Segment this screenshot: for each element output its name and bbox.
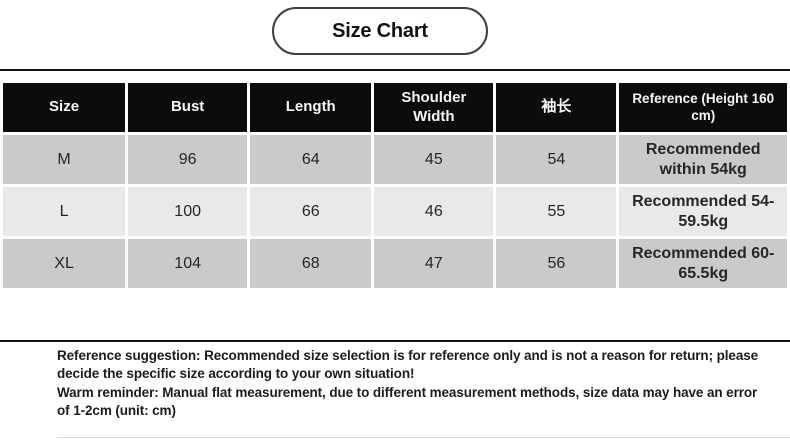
cell-sleeve-length: 55 [496,187,617,236]
note-reference-suggestion: Reference suggestion: Recommended size s… [57,348,759,381]
cell-shoulder-width: 46 [374,187,494,236]
note-warm-reminder: Warm reminder: Manual flat measurement, … [57,385,758,418]
page-title: Size Chart [332,19,428,42]
title-divider [0,69,790,71]
cell-size: L [3,187,126,236]
cell-bust: 104 [128,239,248,288]
cell-length: 64 [250,135,372,184]
header-cell-size: Size [3,83,126,132]
cell-length: 66 [250,187,372,236]
cell-size: XL [3,239,126,288]
table-row-m: M 96 64 45 54 Recommended within 54kg [3,135,787,184]
cell-shoulder-width: 45 [374,135,494,184]
table-row-l: L 100 66 46 55 Recommended 54-59.5kg [3,187,787,236]
header-cell-bust: Bust [128,83,248,132]
next-section-divider [57,437,790,438]
table-header-row: Size Bust Length Shoulder Width 袖长 Refer… [3,83,787,132]
header-cell-reference: Reference (Height 160 cm) [619,83,787,132]
cell-shoulder-width: 47 [374,239,494,288]
cell-bust: 100 [128,187,248,236]
cell-sleeve-length: 54 [496,135,617,184]
notes-block: Reference suggestion: Recommended size s… [57,347,763,421]
header-cell-length: Length [250,83,372,132]
cell-reference: Recommended 54-59.5kg [619,187,787,236]
cell-length: 68 [250,239,372,288]
header-cell-shoulder-width: Shoulder Width [374,83,494,132]
header-cell-sleeve-length: 袖长 [496,83,617,132]
cell-bust: 96 [128,135,248,184]
cell-reference: Recommended 60-65.5kg [619,239,787,288]
table-notes-divider [0,340,790,342]
cell-reference: Recommended within 54kg [619,135,787,184]
table-row-xl: XL 104 68 47 56 Recommended 60-65.5kg [3,239,787,288]
size-chart-title-pill: Size Chart [272,7,488,55]
size-table: Size Bust Length Shoulder Width 袖长 Refer… [0,80,790,291]
cell-sleeve-length: 56 [496,239,617,288]
cell-size: M [3,135,126,184]
